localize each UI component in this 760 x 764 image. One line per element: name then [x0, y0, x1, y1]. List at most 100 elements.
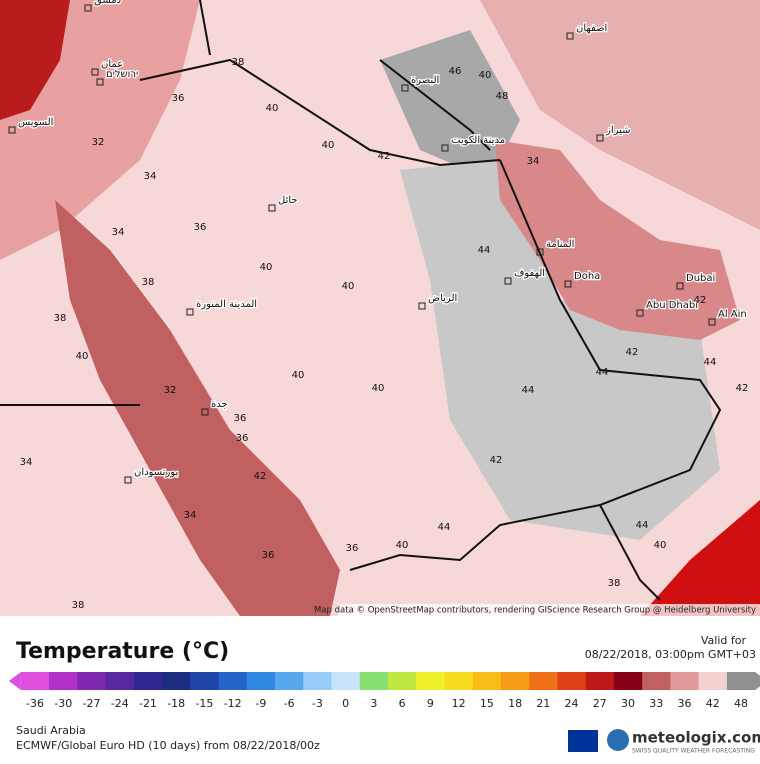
contour-label: 42 [378, 151, 391, 162]
contour-label: 34 [184, 510, 197, 521]
contour-label: 38 [608, 578, 621, 589]
contour-label: 34 [112, 227, 125, 238]
city-marker [91, 68, 99, 76]
city-marker [124, 476, 132, 484]
city-label: Abu Dhabi [646, 300, 698, 311]
grey-rub-al-khali [400, 160, 720, 540]
colorbar-segment [444, 672, 474, 690]
colorbar-segment [726, 672, 756, 690]
colorbar-segment [162, 672, 191, 690]
contour-label: 42 [626, 347, 639, 358]
border [199, 0, 211, 56]
contour-label: 44 [636, 520, 649, 531]
city-marker [504, 277, 512, 285]
city-label: ירושלים [106, 69, 138, 80]
city-label: عمان [101, 59, 123, 70]
city-label: الرياض [428, 293, 457, 304]
city-marker [708, 318, 716, 326]
map [0, 0, 760, 616]
city-marker [186, 308, 194, 316]
colorbar-tick-label: -12 [224, 697, 242, 710]
colorbar-tick-label: 48 [734, 697, 748, 710]
contour-label: 40 [396, 540, 409, 551]
border [379, 59, 491, 151]
colorbar-tick-label: 27 [593, 697, 607, 710]
contour-label: 40 [260, 262, 273, 273]
colorbar-segment [585, 672, 615, 690]
colorbar-tick-label: 33 [649, 697, 663, 710]
city-marker [84, 4, 92, 12]
colorbar-segment [670, 672, 700, 690]
title: Temperature (°C) [16, 639, 229, 664]
colorbar-tick-label: -18 [167, 697, 185, 710]
city-marker [201, 408, 209, 416]
contour-label: 32 [164, 385, 177, 396]
colorbar-tick-label: -15 [195, 697, 213, 710]
city-label: بورتسودان [134, 467, 178, 478]
brand-tagline: SWISS QUALITY WEATHER FORECASTING [632, 748, 755, 755]
contour-label: 42 [254, 471, 267, 482]
city-label: Al Ain [718, 309, 747, 320]
border [349, 159, 722, 571]
contour-label: 38 [232, 57, 245, 68]
city-marker [564, 280, 572, 288]
city-label: حائل [278, 195, 298, 206]
contour-label: 38 [72, 600, 85, 611]
colorbar-tick-label: 36 [678, 697, 692, 710]
colorbar-segment [218, 672, 248, 690]
colorbar-segment [698, 672, 728, 690]
colorbar-tick-label: 18 [508, 697, 522, 710]
contour-label: 40 [372, 383, 385, 394]
city-marker [8, 126, 16, 134]
contour-label: 44 [522, 385, 535, 396]
colorbar-tick-label: -21 [139, 697, 157, 710]
contour-label: 40 [322, 140, 335, 151]
colorbar-segment [388, 672, 417, 690]
city-label: اصفهان [576, 23, 607, 34]
borders [0, 0, 722, 601]
contour-label: 36 [236, 433, 249, 444]
colorbar-tick-label: 0 [342, 697, 349, 710]
colorbar-segment [472, 672, 502, 690]
contour-label: 32 [92, 137, 105, 148]
contour-label: 36 [194, 222, 207, 233]
eu-flag [568, 730, 598, 752]
contour-label: 40 [654, 540, 667, 551]
colorbar-tick-label: 42 [706, 697, 720, 710]
colorbar-tick-label: -3 [312, 697, 323, 710]
colorbar-segment [20, 672, 50, 690]
contour-label: 40 [342, 281, 355, 292]
colorbar-segment [642, 672, 671, 690]
city-marker [676, 282, 684, 290]
attribution-bg [338, 604, 760, 616]
city-label: الهفوف [514, 268, 545, 279]
colorbar-end [8, 672, 21, 690]
colorbar-segment [190, 672, 220, 690]
city-label: شيراز [605, 125, 631, 136]
city-label: المدينة المنورة [196, 299, 257, 310]
contour-label: 44 [438, 522, 451, 533]
city-label: دمشق [94, 0, 121, 6]
colorbar-segment [557, 672, 587, 690]
colorbar-tick-label: -30 [54, 697, 72, 710]
city-label: المنامة [546, 239, 574, 250]
city-label: مدينة الكويت [451, 135, 505, 146]
contour-label: 40 [76, 351, 89, 362]
contour-label: 42 [490, 455, 503, 466]
valid-time: 08/22/2018, 03:00pm GMT+03 [585, 648, 756, 661]
city-marker [566, 32, 574, 40]
iran [480, 0, 760, 230]
hot-levant [0, 0, 70, 120]
colorbar-segment [275, 672, 304, 690]
region: Saudi Arabia [16, 724, 86, 737]
brand: meteologix.com [632, 729, 760, 747]
hot-southeast [640, 500, 760, 616]
city-marker [596, 134, 604, 142]
city-marker [268, 204, 276, 212]
valid-label: Valid for [701, 634, 747, 647]
contour-label: 38 [54, 313, 67, 324]
contour-label: 40 [479, 70, 492, 81]
contour-label: 42 [694, 295, 707, 306]
border [139, 58, 501, 167]
colorbar-segment [133, 672, 163, 690]
